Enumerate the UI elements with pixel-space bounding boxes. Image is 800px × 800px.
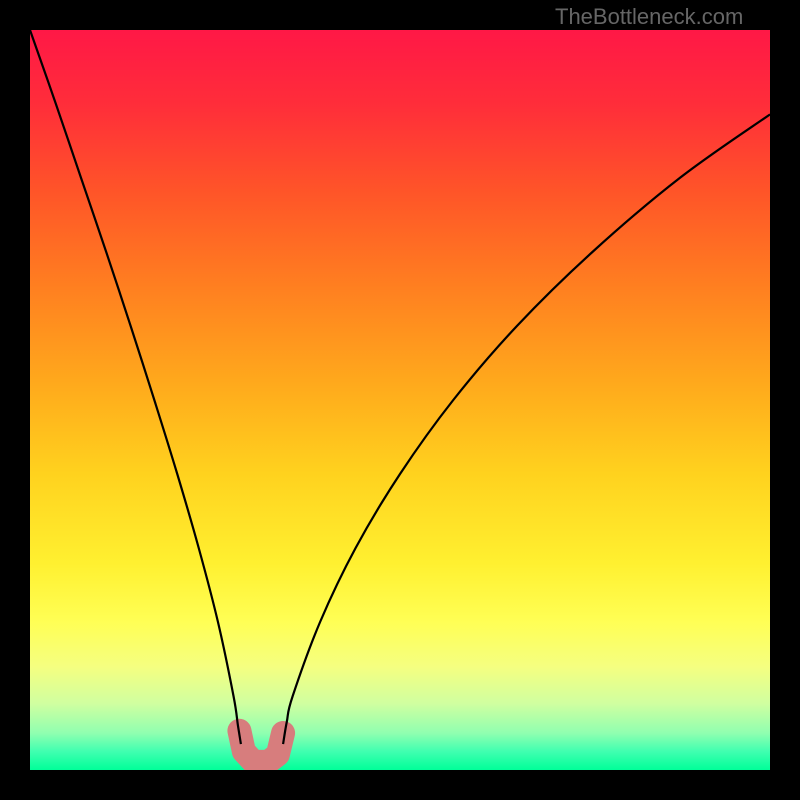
- bottleneck-curve-left: [30, 30, 241, 744]
- bottleneck-curve-right: [283, 114, 770, 744]
- watermark-label: TheBottleneck.com: [555, 4, 743, 30]
- chart-frame: TheBottleneck.com: [0, 0, 800, 800]
- plot-area: [30, 30, 770, 770]
- optimum-well-marker: [239, 731, 283, 762]
- curve-layer: [30, 30, 770, 770]
